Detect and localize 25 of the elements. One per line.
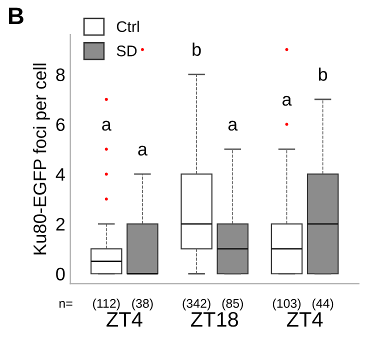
text: (342) <box>182 298 210 310</box>
text: n= <box>59 301 72 308</box>
y-tick-label: 8 <box>56 68 65 82</box>
text: (38) <box>132 298 153 310</box>
text: (44) <box>312 298 334 310</box>
y-axis-title: Ku80-EGFP foci per cell <box>33 64 50 254</box>
text: (112) <box>93 298 120 310</box>
legend-label: SD <box>116 46 137 56</box>
chart-title: B <box>8 8 24 24</box>
y-tick-label: 6 <box>56 118 65 132</box>
y-tick-label: 0 <box>56 268 65 280</box>
annotation: a <box>102 120 112 131</box>
x-tick-label: ZT4 <box>106 312 142 327</box>
annotation: a <box>282 96 292 106</box>
annotation: b <box>318 68 328 81</box>
annotation: a <box>138 146 148 156</box>
text: (85) <box>222 298 243 310</box>
y-tick-label: 4 <box>56 168 65 181</box>
annotation: b <box>192 42 201 56</box>
x-tick-label: ZT18 <box>190 312 238 327</box>
y-tick-label: 2 <box>56 218 65 230</box>
legend-label: Ctrl <box>116 20 139 32</box>
annotation: a <box>228 120 238 131</box>
x-tick-label: ZT4 <box>286 312 323 327</box>
text: (103) <box>272 298 301 310</box>
